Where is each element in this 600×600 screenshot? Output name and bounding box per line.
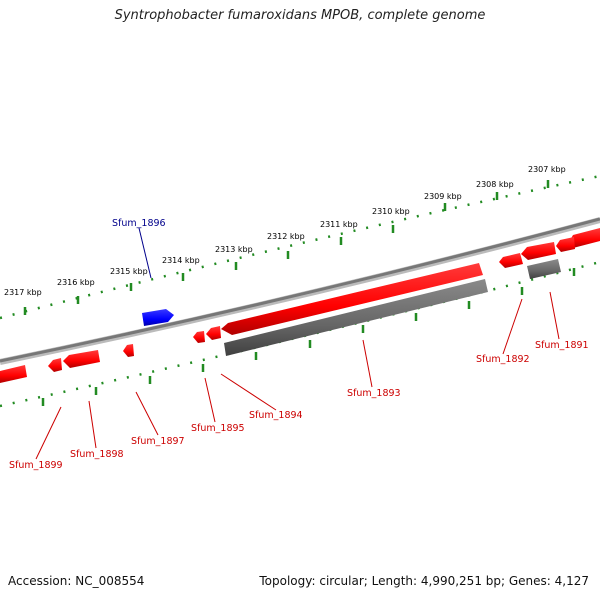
scale-labels: 2307 kbp 2308 kbp 2309 kbp 2310 kbp 2311… [4, 165, 566, 297]
gene-left-edge[interactable] [0, 365, 27, 383]
gene-sfum-1891-b[interactable] [556, 237, 575, 252]
gene-sfum-1895[interactable] [206, 326, 221, 340]
outer-major-ticks [23, 180, 550, 315]
gene-sfum-1891-pseudo[interactable] [527, 259, 561, 279]
scale-label: 2307 kbp [528, 165, 566, 174]
scale-label: 2311 kbp [320, 220, 358, 229]
gene-sfum-1894[interactable] [221, 263, 483, 335]
scale-label: 2308 kbp [476, 180, 514, 189]
scale-label: 2316 kbp [57, 278, 95, 287]
gene-sfum-1893[interactable] [224, 279, 488, 356]
label-sfum-1891: Sfum_1891 [535, 340, 589, 351]
gene-sfum-1897[interactable] [123, 344, 134, 357]
scale-label: 2317 kbp [4, 288, 42, 297]
gene-sfum-1899[interactable] [48, 358, 62, 372]
page-title: Syntrophobacter fumaroxidans MPOB, compl… [114, 8, 486, 23]
label-sfum-1898: Sfum_1898 [70, 449, 124, 460]
gene-sfum-1891[interactable] [569, 228, 600, 248]
gene-sfum-1892[interactable] [521, 242, 556, 260]
gene-sfum-1895-b[interactable] [193, 331, 205, 343]
scale-label: 2310 kbp [372, 207, 410, 216]
inner-major-ticks [41, 268, 576, 406]
label-sfum-1893: Sfum_1893 [347, 388, 401, 399]
genome-summary-text: Topology: circular; Length: 4,990,251 bp… [259, 574, 589, 588]
accession-text: Accession: NC_008554 [8, 574, 145, 588]
label-sfum-1897: Sfum_1897 [131, 436, 185, 447]
gene-sfum-1898[interactable] [63, 350, 100, 368]
label-sfum-1896: Sfum_1896 [112, 218, 166, 229]
gene-sfum-1896[interactable] [142, 309, 174, 326]
scale-label: 2315 kbp [110, 267, 148, 276]
scale-label: 2309 kbp [424, 192, 462, 201]
label-sfum-1892: Sfum_1892 [476, 354, 530, 365]
scale-label: 2312 kbp [267, 232, 305, 241]
label-sfum-1894: Sfum_1894 [249, 410, 303, 421]
label-sfum-1899: Sfum_1899 [9, 460, 63, 471]
label-sfum-1895: Sfum_1895 [191, 423, 245, 434]
gene-sfum-1892-b[interactable] [499, 253, 523, 268]
genome-backbone-core [0, 217, 600, 363]
scale-label: 2313 kbp [215, 245, 253, 254]
reverse-genes [0, 228, 600, 383]
leader-lines [35, 227, 560, 460]
scale-label: 2314 kbp [162, 256, 200, 265]
